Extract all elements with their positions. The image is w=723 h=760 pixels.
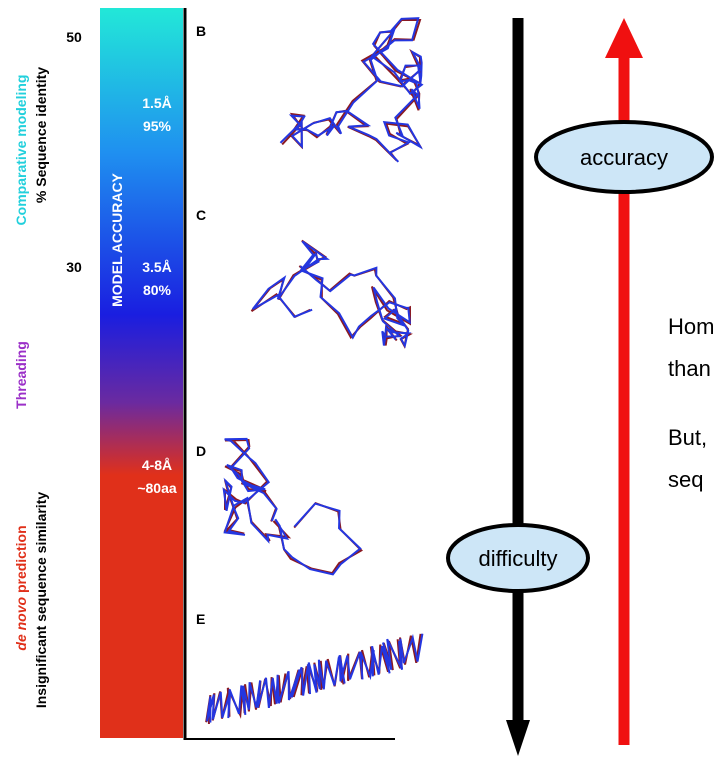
- rest-part: prediction: [13, 525, 29, 597]
- arrow-head: [506, 720, 530, 756]
- side-line: But,: [668, 425, 707, 450]
- italic-part: de novo: [13, 597, 29, 651]
- backbone: [251, 240, 412, 349]
- side-text: Hom than But, seq: [668, 314, 714, 492]
- panel-label: C: [196, 207, 206, 223]
- bubble-label: accuracy: [580, 145, 668, 170]
- structures: [205, 17, 424, 725]
- accuracy-bar: [100, 8, 183, 738]
- annotation: 95%: [143, 118, 172, 134]
- panel-label: B: [196, 23, 206, 39]
- arrow-head: [605, 18, 643, 58]
- bar-annotations: 1.5Å 95% 3.5Å 80% 4-8Å ~80aa: [137, 95, 177, 496]
- side-line: Hom: [668, 314, 714, 339]
- region-label: Threading: [13, 341, 29, 409]
- annotation: 4-8Å: [142, 457, 172, 473]
- annotation: 1.5Å: [142, 95, 172, 111]
- annotation: ~80aa: [137, 480, 177, 496]
- annotation: 3.5Å: [142, 259, 172, 275]
- region-label: Comparative modeling: [13, 75, 29, 226]
- backbone: [205, 633, 424, 723]
- bar-title: MODEL ACCURACY: [109, 172, 125, 306]
- side-line: than: [668, 356, 711, 381]
- tick-label: 50: [66, 29, 82, 45]
- side-line: seq: [668, 467, 703, 492]
- region-label: de novo prediction: [13, 525, 29, 650]
- axis-label: Insignificant sequence similarity: [33, 492, 49, 709]
- accuracy-bubble: [534, 120, 714, 194]
- backbone: [223, 438, 363, 575]
- bubble-label: difficulty: [478, 546, 557, 571]
- backbone: [279, 17, 424, 163]
- difficulty-bubble: [446, 523, 590, 593]
- panel-label: D: [196, 443, 206, 459]
- panel-label: E: [196, 611, 205, 627]
- tick-label: 30: [66, 259, 82, 275]
- backbone: [222, 437, 362, 576]
- axis-label: % Sequence identity: [33, 67, 49, 203]
- annotation: 80%: [143, 282, 172, 298]
